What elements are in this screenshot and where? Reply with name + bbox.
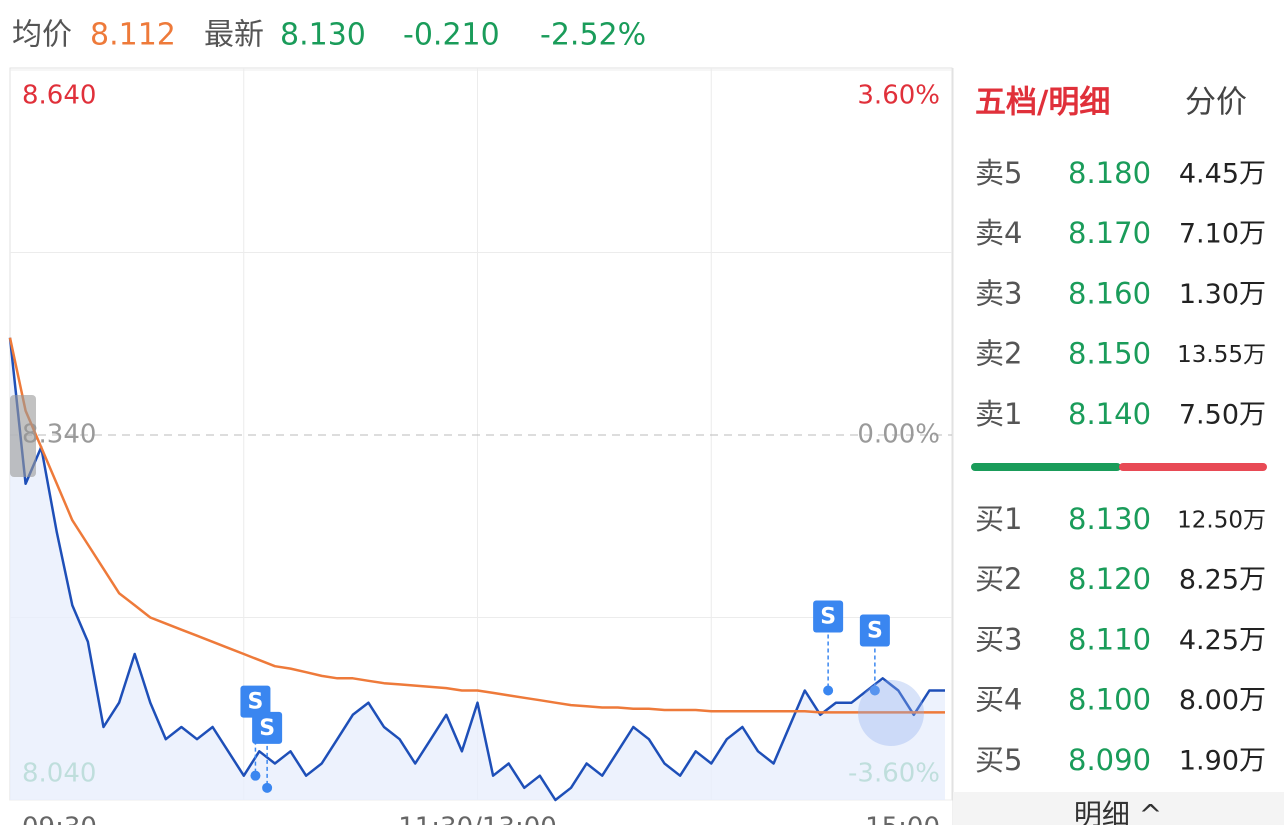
y2-tick-label: 0.00% — [857, 420, 940, 450]
marker-label[interactable]: S — [248, 690, 264, 715]
y2-tick-label: 3.60% — [857, 81, 940, 111]
last-label: 最新 — [204, 18, 264, 53]
book-volume: 7.50万 — [1179, 399, 1266, 430]
book-label: 买1 — [975, 502, 1022, 536]
book-price: 8.150 — [1068, 337, 1151, 371]
avg-label: 均价 — [12, 18, 72, 53]
book-volume: 1.30万 — [1179, 279, 1266, 310]
book-label: 买2 — [975, 562, 1022, 596]
book-label: 卖4 — [975, 216, 1022, 250]
change: -0.210 — [403, 18, 500, 53]
marker-label[interactable]: S — [820, 605, 836, 630]
x-tick-label: 09:30 — [22, 813, 97, 826]
marker-badge[interactable] — [240, 685, 271, 718]
book-volume: 4.25万 — [1179, 625, 1266, 656]
book-volume: 1.90万 — [1179, 745, 1266, 776]
book-price: 8.160 — [1068, 276, 1151, 310]
marker-label[interactable]: S — [867, 619, 883, 644]
book-label: 卖2 — [975, 337, 1022, 371]
book-price: 8.140 — [1068, 397, 1151, 431]
book-label: 卖1 — [975, 397, 1022, 431]
book-price: 8.170 — [1068, 216, 1151, 250]
footer-toggle[interactable]: 明细 ^ — [1074, 798, 1162, 829]
ratio-bar-buy — [971, 463, 1121, 471]
book-label: 买4 — [975, 683, 1022, 717]
book-price: 8.110 — [1068, 622, 1151, 656]
book-price: 8.090 — [1068, 743, 1151, 777]
y-tick-label: 8.640 — [22, 81, 96, 111]
book-volume: 8.00万 — [1179, 685, 1266, 716]
tab-active[interactable]: 五档/明细 — [975, 85, 1110, 121]
book-label: 卖3 — [975, 276, 1022, 310]
ratio-bar-sell — [1119, 463, 1267, 471]
book-label: 卖5 — [975, 156, 1022, 190]
book-volume: 13.55万 — [1177, 342, 1266, 368]
marker-label[interactable]: S — [259, 716, 275, 741]
book-price: 8.180 — [1068, 156, 1151, 190]
change-pct: -2.52% — [540, 18, 646, 53]
last-value: 8.130 — [280, 18, 366, 53]
marker-badge[interactable] — [813, 600, 844, 633]
marker-dot — [250, 770, 261, 781]
book-price: 8.130 — [1068, 502, 1151, 536]
tab[interactable]: 分价 — [1185, 85, 1247, 121]
book-volume: 12.50万 — [1177, 508, 1266, 534]
footer-bar[interactable] — [953, 792, 1284, 825]
book-volume: 4.45万 — [1179, 159, 1266, 190]
book-label: 买5 — [975, 743, 1022, 777]
book-price: 8.120 — [1068, 562, 1151, 596]
x-tick-label: 15:00 — [865, 813, 940, 826]
marker-dot — [823, 685, 834, 696]
book-volume: 7.10万 — [1179, 219, 1266, 250]
marker-badge[interactable] — [859, 614, 890, 647]
chart: 8.6408.3408.0403.60%0.00%-3.60%09:3011:3… — [8, 68, 952, 829]
drag-handle[interactable] — [10, 395, 36, 477]
book-label: 买3 — [975, 622, 1022, 656]
marker-dot — [869, 685, 880, 696]
book-volume: 8.25万 — [1179, 565, 1266, 596]
book-price: 8.100 — [1068, 683, 1151, 717]
price-line — [8, 337, 945, 802]
avg-line — [8, 337, 945, 714]
marker-dot — [262, 782, 273, 793]
avg-value: 8.112 — [90, 18, 176, 53]
marker-badge[interactable] — [252, 711, 283, 744]
x-tick-label: 11:30/13:00 — [398, 813, 557, 826]
cursor-highlight — [858, 680, 924, 746]
